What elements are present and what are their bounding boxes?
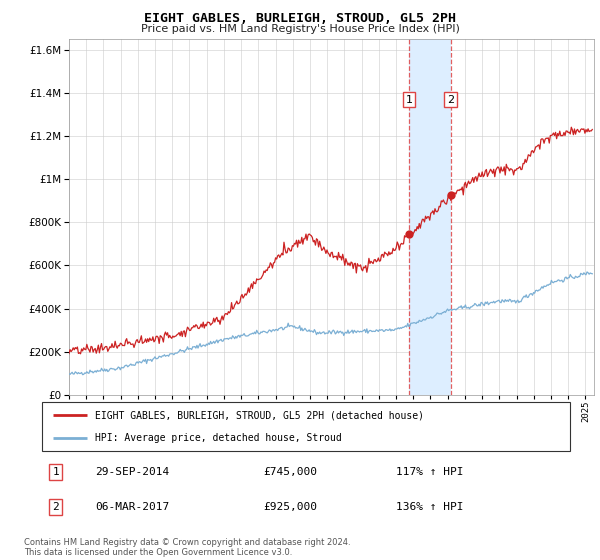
Text: 29-SEP-2014: 29-SEP-2014: [95, 467, 169, 477]
FancyBboxPatch shape: [42, 402, 570, 451]
Bar: [409, 39, 451, 395]
Text: 2: 2: [53, 502, 59, 512]
Text: Contains HM Land Registry data © Crown copyright and database right 2024.
This d: Contains HM Land Registry data © Crown c…: [24, 538, 350, 557]
Text: 1: 1: [406, 95, 412, 105]
Text: 2: 2: [447, 95, 454, 105]
Text: 136% ↑ HPI: 136% ↑ HPI: [396, 502, 463, 512]
Text: EIGHT GABLES, BURLEIGH, STROUD, GL5 2PH (detached house): EIGHT GABLES, BURLEIGH, STROUD, GL5 2PH …: [95, 410, 424, 421]
Text: EIGHT GABLES, BURLEIGH, STROUD, GL5 2PH: EIGHT GABLES, BURLEIGH, STROUD, GL5 2PH: [144, 12, 456, 25]
Text: £925,000: £925,000: [264, 502, 318, 512]
Text: 06-MAR-2017: 06-MAR-2017: [95, 502, 169, 512]
Text: 117% ↑ HPI: 117% ↑ HPI: [396, 467, 463, 477]
Text: 1: 1: [53, 467, 59, 477]
Text: £745,000: £745,000: [264, 467, 318, 477]
Text: HPI: Average price, detached house, Stroud: HPI: Average price, detached house, Stro…: [95, 433, 341, 444]
Text: Price paid vs. HM Land Registry's House Price Index (HPI): Price paid vs. HM Land Registry's House …: [140, 24, 460, 34]
